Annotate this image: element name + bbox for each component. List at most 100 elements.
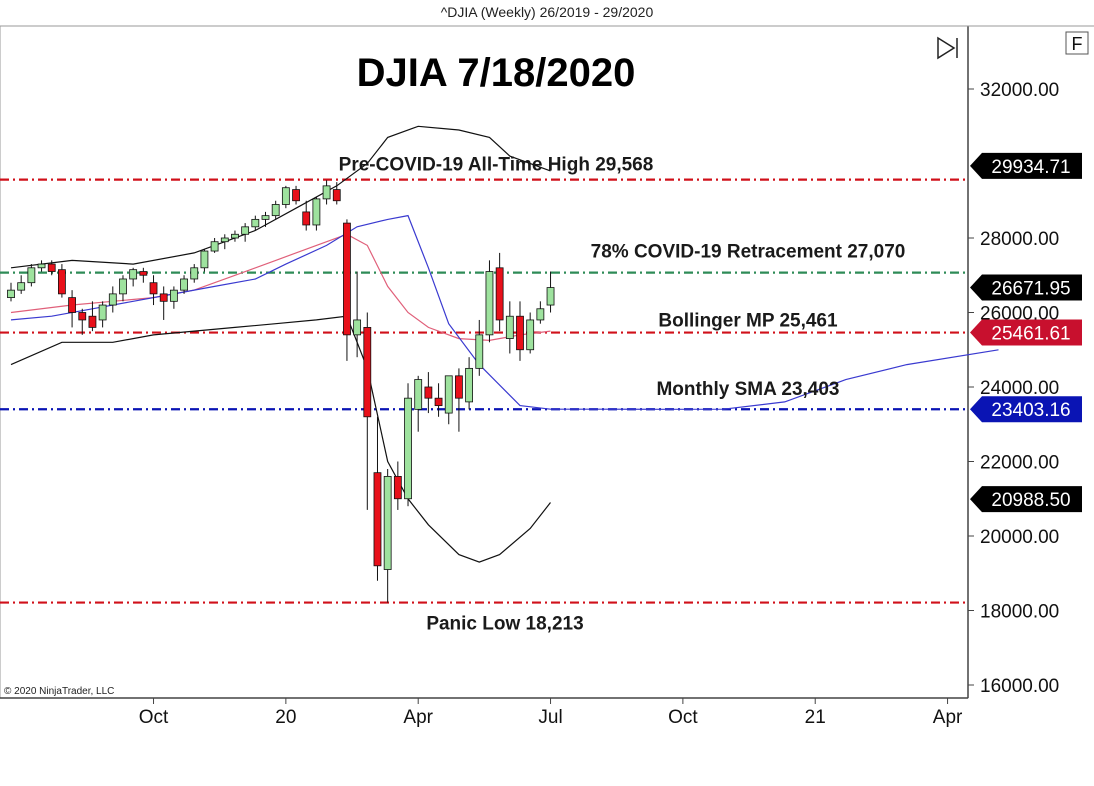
price-badges: 29934.71 26671.95 25461.61 23403.16 20988.50 bbox=[970, 152, 1082, 513]
candle-body-up bbox=[200, 250, 209, 269]
candle-body-down bbox=[343, 222, 351, 336]
candle-body-up bbox=[190, 267, 199, 280]
candle-body-up bbox=[475, 334, 484, 369]
candle-body-up bbox=[169, 289, 178, 302]
price-badge-bg bbox=[970, 274, 1082, 301]
y-tick-label: 20000.00 bbox=[980, 527, 1059, 548]
bollinger-mp-label: Bollinger MP 25,461 bbox=[658, 311, 838, 332]
badge-25461: 25461.61 bbox=[970, 319, 1082, 346]
candle-body-down bbox=[393, 475, 402, 500]
candle-body-down bbox=[68, 297, 76, 313]
candle-body-down bbox=[58, 269, 66, 295]
x-tick-label: Jul bbox=[538, 707, 562, 728]
candle-body-up bbox=[210, 241, 219, 252]
candle-body-down bbox=[149, 282, 158, 295]
candle-body-up bbox=[281, 187, 290, 205]
x-tick-label: Oct bbox=[668, 707, 698, 728]
price-badge-bg bbox=[970, 486, 1082, 513]
y-tick-label: 18000.00 bbox=[980, 602, 1059, 623]
skip-to-end-icon[interactable] bbox=[937, 36, 958, 60]
y-tick-label: 26000.00 bbox=[980, 304, 1059, 325]
candle-body-up bbox=[312, 198, 321, 226]
candle-body-down bbox=[434, 397, 443, 407]
candle-body-up bbox=[414, 379, 423, 410]
monthly-sma-label: Monthly SMA 23,403 bbox=[656, 379, 839, 400]
price-badge-text: 23403.16 bbox=[991, 400, 1070, 421]
candle-body-up bbox=[505, 315, 514, 339]
candle-body-down bbox=[302, 211, 311, 226]
candle-body-up bbox=[353, 319, 362, 336]
candle-body-down bbox=[363, 326, 372, 418]
chart-title: DJIA 7/18/2020 bbox=[357, 51, 636, 95]
price-badge-text: 29934.71 bbox=[991, 157, 1070, 178]
candle-body-down bbox=[47, 263, 56, 272]
f-button[interactable]: F bbox=[1065, 31, 1089, 55]
candle-body-up bbox=[27, 267, 36, 284]
level-annotations: Pre-COVID-19 All-Time High 29,568 78% COV… bbox=[339, 155, 906, 635]
price-badge-text: 26671.95 bbox=[991, 278, 1070, 299]
candle-body-down bbox=[78, 312, 87, 321]
candle-body-up bbox=[383, 475, 392, 570]
y-tick-label: 28000.00 bbox=[980, 229, 1059, 250]
candle-body-up bbox=[526, 319, 535, 351]
price-badge-bg bbox=[970, 152, 1082, 179]
y-tick-label: 24000.00 bbox=[980, 378, 1059, 399]
horizontal-levels bbox=[0, 178, 968, 604]
candle-body-up bbox=[485, 271, 494, 336]
candle-body-down bbox=[332, 189, 341, 202]
candle-body-down bbox=[139, 271, 148, 276]
f-button-label: F bbox=[1072, 34, 1083, 54]
candle-body-down bbox=[159, 293, 168, 302]
candle-body-up bbox=[444, 375, 453, 414]
candle-body-down bbox=[373, 472, 382, 567]
y-axis-ticks: 32000.00 28000.00 26000.00 24000.00 22000.00… bbox=[968, 80, 1059, 697]
candle-body-up bbox=[231, 233, 239, 239]
candle-body-up bbox=[7, 289, 15, 298]
candle-body-down bbox=[455, 375, 463, 399]
y-tick-label: 22000.00 bbox=[980, 453, 1059, 474]
y-tick-label: 16000.00 bbox=[980, 676, 1059, 697]
candle-body-up bbox=[261, 215, 270, 220]
candlesticks bbox=[7, 180, 555, 603]
candle-body-up bbox=[322, 185, 331, 200]
chart-window-title: ^DJIA (Weekly) 26/2019 - 29/2020 bbox=[440, 4, 654, 20]
pre-covid-high-label: Pre-COVID-19 All-Time High 29,568 bbox=[339, 155, 654, 176]
bollinger-upper-line bbox=[10, 125, 551, 269]
price-badge-text: 25461.61 bbox=[991, 324, 1070, 345]
badge-26671: 26671.95 bbox=[970, 274, 1082, 301]
candle-body-up bbox=[119, 278, 127, 295]
candle-body-up bbox=[108, 293, 117, 306]
covid-retracement-label: 78% COVID-19 Retracement 27,070 bbox=[591, 242, 906, 263]
candle-body-up bbox=[241, 226, 250, 235]
candle-body-up bbox=[17, 282, 26, 291]
y-tick-label: 32000.00 bbox=[980, 80, 1059, 101]
x-tick-label: Apr bbox=[933, 707, 963, 728]
candle-body-up bbox=[129, 269, 138, 280]
candle-body-up bbox=[404, 397, 412, 500]
x-tick-label: Apr bbox=[403, 707, 433, 728]
candle-body-up bbox=[536, 308, 545, 321]
candle-body-down bbox=[495, 267, 504, 321]
candle-body-up bbox=[180, 278, 188, 291]
candle-body-up bbox=[271, 204, 280, 217]
price-badge-bg bbox=[970, 319, 1082, 346]
candle-body-up bbox=[546, 287, 555, 306]
badge-29934: 29934.71 bbox=[970, 152, 1082, 179]
candle-body-up bbox=[220, 237, 229, 243]
candle-body-up bbox=[98, 304, 107, 321]
candle-body-up bbox=[37, 263, 46, 269]
x-tick-label: 21 bbox=[805, 707, 826, 728]
plot-area[interactable] bbox=[0, 25, 969, 699]
x-tick-label: 20 bbox=[275, 707, 296, 728]
candle-body-up bbox=[465, 367, 474, 403]
x-tick-label: Oct bbox=[139, 707, 169, 728]
candle-body-up bbox=[251, 218, 260, 228]
candle-body-down bbox=[88, 315, 97, 328]
badge-23403: 23403.16 bbox=[970, 396, 1082, 423]
copyright-text: © 2020 NinjaTrader, LLC bbox=[4, 686, 114, 697]
candle-body-down bbox=[424, 386, 433, 399]
badge-20988: 20988.50 bbox=[970, 486, 1082, 513]
price-badge-bg bbox=[970, 396, 1082, 423]
panic-low-label: Panic Low 18,213 bbox=[426, 614, 583, 635]
